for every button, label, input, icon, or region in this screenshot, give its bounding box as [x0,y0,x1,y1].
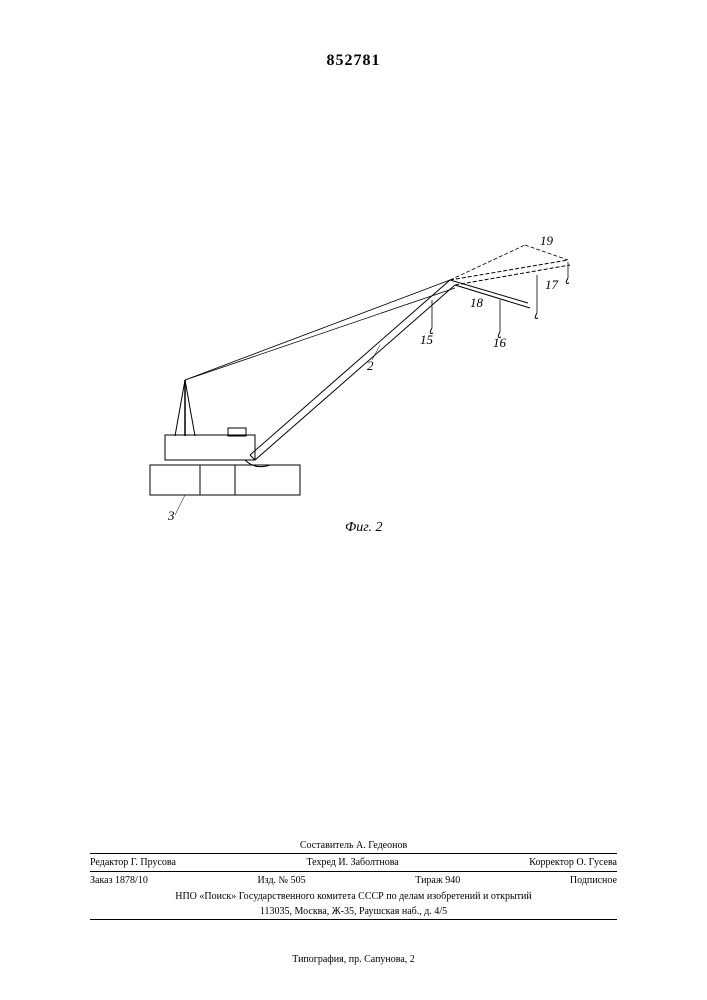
footer-block: Составитель А. Гедеонов Редактор Г. Прус… [0,838,707,920]
ref-label-3: 3 [168,508,175,524]
publisher-text: НПО «Поиск» Государственного комитета СС… [0,889,707,904]
circulation-text: Тираж 940 [415,875,460,886]
ref-label-2: 2 [367,358,374,374]
ref-label-16: 16 [493,335,506,351]
ref-label-18: 18 [470,295,483,311]
printing-text: Типография, пр. Сапунова, 2 [0,954,707,965]
subscription-text: Подписное [570,875,617,886]
document-number: 852781 [327,52,381,70]
figure-diagram: 2 3 15 16 17 18 19 Фиг. 2 [100,180,600,530]
techred-text: Техред И. Заболтнова [306,857,398,868]
ref-label-19: 19 [540,233,553,249]
address-text: 113035, Москва, Ж-35, Раушская наб., д. … [0,904,707,919]
order-text: Заказ 1878/10 [90,875,148,886]
figure-caption: Фиг. 2 [345,520,383,536]
compiler-text: Составитель А. Гедеонов [0,838,707,853]
ref-label-17: 17 [545,277,558,293]
publication-text: Изд. № 505 [257,875,305,886]
corrector-text: Корректор О. Гусева [529,857,617,868]
ref-label-15: 15 [420,332,433,348]
editor-text: Редактор Г. Прусова [90,857,176,868]
